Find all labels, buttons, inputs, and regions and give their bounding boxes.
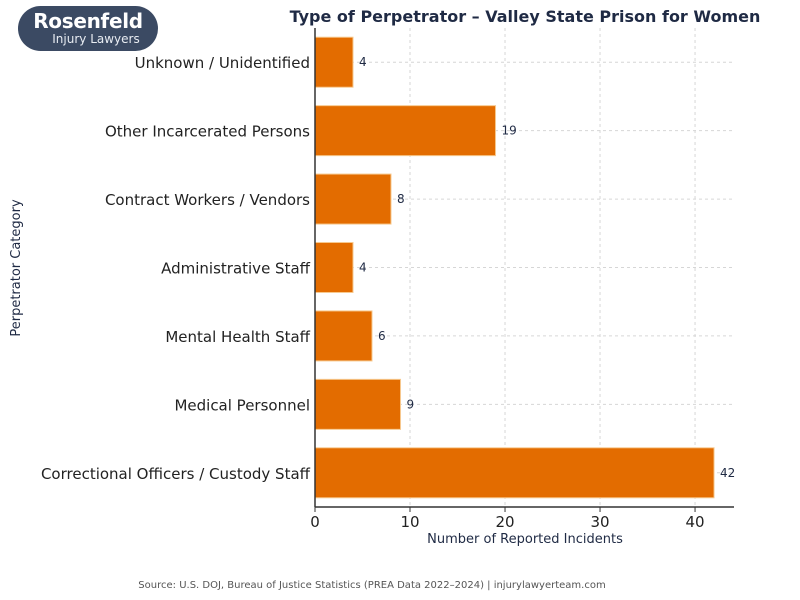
data-label: 9 bbox=[407, 397, 415, 411]
x-axis-label: Number of Reported Incidents bbox=[427, 532, 623, 547]
bar bbox=[314, 447, 715, 499]
category-label: Administrative Staff bbox=[161, 260, 311, 278]
data-label: 19 bbox=[502, 124, 517, 138]
data-label: 6 bbox=[378, 329, 386, 343]
data-label: 42 bbox=[720, 466, 735, 480]
x-tick-label: 40 bbox=[685, 513, 704, 531]
chart-title: Type of Perpetrator – Valley State Priso… bbox=[290, 7, 761, 26]
bar bbox=[314, 242, 354, 293]
x-tick-label: 20 bbox=[495, 513, 514, 531]
data-label: 8 bbox=[397, 192, 405, 206]
source-note: Source: U.S. DOJ, Bureau of Justice Stat… bbox=[138, 580, 605, 591]
category-label: Contract Workers / Vendors bbox=[105, 191, 310, 209]
data-label: 4 bbox=[359, 55, 367, 69]
y-axis-label: Perpetrator Category bbox=[9, 199, 24, 337]
logo-line1: Rosenfeld bbox=[33, 9, 143, 33]
category-label: Correctional Officers / Custody Staff bbox=[41, 465, 311, 483]
category-label: Unknown / Unidentified bbox=[135, 54, 310, 72]
x-tick-label: 30 bbox=[590, 513, 609, 531]
category-label: Other Incarcerated Persons bbox=[105, 123, 310, 141]
logo: Rosenfeld Injury Lawyers bbox=[18, 6, 158, 51]
category-label: Mental Health Staff bbox=[165, 328, 310, 346]
bar bbox=[314, 36, 354, 88]
bar bbox=[314, 105, 497, 157]
logo-line2: Injury Lawyers bbox=[52, 32, 140, 46]
category-label: Medical Personnel bbox=[174, 396, 310, 414]
data-label: 4 bbox=[359, 261, 367, 275]
bar bbox=[314, 173, 392, 225]
x-tick-label: 0 bbox=[310, 513, 320, 531]
x-tick-label: 10 bbox=[400, 513, 419, 531]
bar bbox=[314, 378, 402, 430]
bar bbox=[314, 310, 373, 362]
